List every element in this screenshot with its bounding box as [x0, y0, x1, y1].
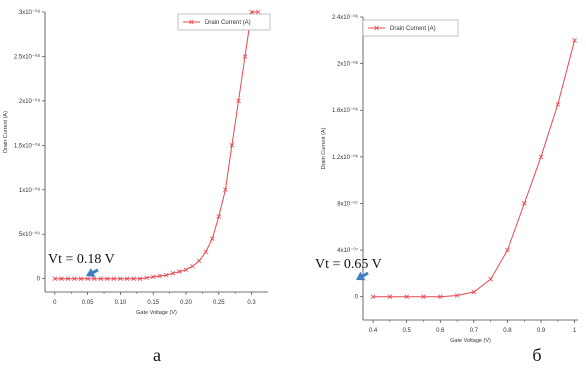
- data-point: [471, 289, 477, 295]
- data-point: [223, 187, 228, 193]
- y-axis-title: Drain Current (A): [321, 127, 327, 169]
- x-tick-label: 0.8: [503, 328, 512, 334]
- y-tick-label: 3x10⁻⁰⁸: [19, 9, 41, 16]
- data-point: [78, 276, 84, 281]
- y-tick-label: 4x10⁻⁰⁷: [337, 247, 358, 254]
- data-point: [85, 276, 90, 281]
- data-point: [144, 275, 149, 281]
- data-point: [98, 276, 104, 281]
- panel-label: б: [532, 345, 541, 365]
- y-tick-label: 1.6x10⁻⁰⁶: [332, 107, 359, 114]
- data-point: [387, 294, 393, 299]
- data-point: [242, 54, 248, 59]
- data-point: [170, 271, 176, 276]
- data-point: [157, 273, 163, 279]
- x-tick-label: 0.7: [470, 328, 479, 334]
- data-point: [118, 276, 123, 281]
- series-line: [373, 40, 576, 298]
- data-point: [65, 276, 71, 281]
- x-tick-label: 0.15: [147, 300, 159, 306]
- x-axis-title: Gate Voltage (V): [450, 338, 491, 344]
- legend-label: Drain Current (A): [205, 20, 251, 26]
- data-point: [164, 272, 169, 278]
- legend-marker: [189, 19, 194, 25]
- data-point: [183, 267, 189, 273]
- data-point: [437, 294, 443, 299]
- x-tick-label: 0.5: [403, 328, 412, 334]
- data-point: [131, 276, 136, 281]
- y-tick-label: 0: [37, 277, 41, 283]
- data-point: [111, 276, 117, 281]
- chart-panel-a: 0 0.05 0.10 0.15 0.20 0.25 0.3 0 5x10⁻⁰⁹ 1x10⁻⁰⁸ 1…: [3, 9, 271, 365]
- y-tick-label: 8x10⁻⁰⁷: [337, 200, 358, 207]
- x-axis-title: Gate Voltage (V): [136, 310, 177, 316]
- chart-panel-b: 0.4 0.5 0.6 0.7 0.8 0.9 1 0 4x10⁻⁰⁷ 8x10⁻⁰⁷ 1.2x10…: [315, 14, 578, 365]
- x-tick-label: 0.9: [537, 328, 546, 334]
- vt-annotation: Vt = 0.18 V: [48, 252, 115, 267]
- data-point: [216, 214, 222, 219]
- data-point: [137, 276, 143, 281]
- x-tick-label: 0.10: [115, 300, 127, 306]
- x-tick-label: 0.3: [247, 300, 256, 306]
- y-tick-label: 1x10⁻⁰⁸: [19, 187, 41, 194]
- data-point: [177, 269, 182, 274]
- data-point: [555, 102, 561, 107]
- data-point: [52, 276, 58, 281]
- data-point: [572, 38, 577, 43]
- data-point: [421, 294, 426, 299]
- data-point: [454, 293, 460, 298]
- data-point: [404, 294, 409, 299]
- arrow-head: [356, 271, 366, 281]
- data-point: [203, 249, 208, 255]
- data-point: [538, 154, 544, 160]
- y-tick-label: 0: [355, 295, 359, 301]
- y-tick-label: 2x10⁻⁰⁶: [337, 61, 359, 68]
- y-tick-label: 2x10⁻⁰⁸: [19, 98, 41, 105]
- data-point: [521, 201, 527, 206]
- data-point: [249, 9, 254, 15]
- data-point: [236, 98, 241, 104]
- data-point: [505, 247, 510, 253]
- data-point: [229, 143, 235, 148]
- y-tick-label: 1.5x10⁻⁰⁸: [14, 142, 41, 149]
- y-tick-label: 2.5x10⁻⁰⁸: [14, 53, 41, 60]
- data-point: [370, 294, 376, 299]
- data-point: [190, 263, 195, 269]
- x-tick-label: 0.4: [369, 328, 378, 334]
- legend-marker: [374, 25, 379, 31]
- data-point: [105, 276, 110, 281]
- data-point: [72, 276, 77, 281]
- y-axis-title: Drain Current (A): [3, 111, 9, 153]
- x-tick-label: 0: [53, 300, 57, 306]
- x-tick-label: 0.6: [436, 328, 445, 334]
- data-point: [255, 9, 261, 15]
- data-point: [59, 276, 64, 281]
- data-point: [150, 274, 156, 280]
- x-tick-label: 0.20: [180, 300, 192, 306]
- data-point: [209, 236, 215, 241]
- vt-annotation: Vt = 0.65 V: [315, 257, 382, 272]
- x-tick-label: 0.25: [213, 300, 225, 306]
- y-tick-label: 1.2x10⁻⁰⁶: [332, 154, 359, 161]
- series-line: [54, 11, 259, 280]
- legend-box: [362, 19, 459, 37]
- legend-label: Drain Current (A): [390, 26, 436, 32]
- y-tick-label: 2.4x10⁻⁰⁶: [332, 14, 359, 21]
- panel-label: a: [153, 345, 161, 365]
- data-point: [124, 276, 130, 281]
- data-point: [488, 276, 493, 282]
- arrow-head: [86, 267, 96, 277]
- legend-box: [177, 13, 271, 31]
- data-point: [196, 258, 202, 264]
- x-tick-label: 1: [573, 328, 577, 334]
- x-tick-label: 0.05: [82, 300, 94, 306]
- y-tick-label: 5x10⁻⁰⁹: [19, 231, 41, 238]
- data-point: [91, 276, 97, 281]
